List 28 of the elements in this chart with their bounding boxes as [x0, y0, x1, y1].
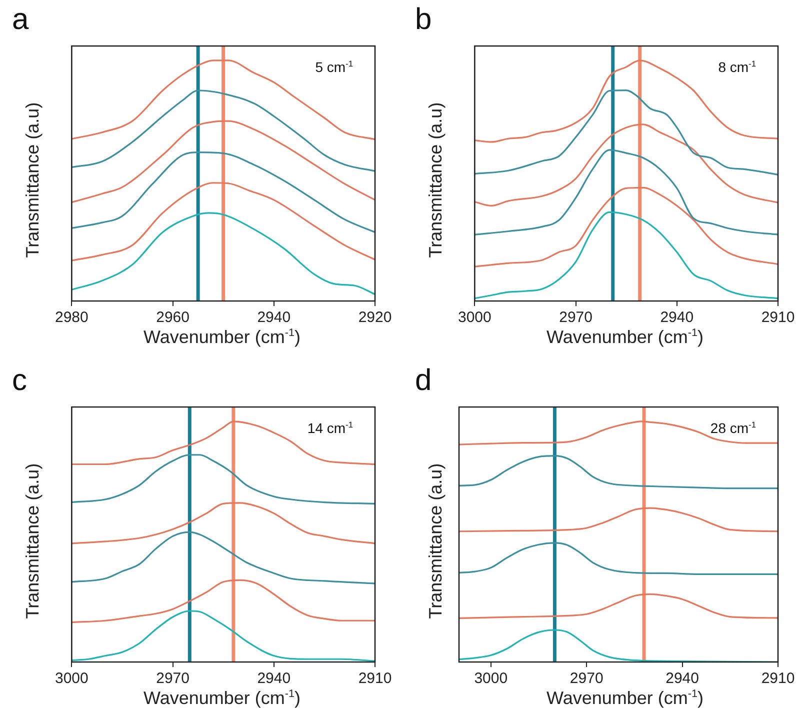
chart-title: c	[12, 363, 27, 399]
x-tick-label: 2970	[570, 670, 604, 688]
x-tick-label: 2970	[156, 670, 190, 688]
x-tick-label: 2960	[156, 309, 190, 326]
chart-title: d	[415, 363, 432, 399]
x-tick-label: 3000	[54, 670, 88, 688]
x-tick-label: 3000	[474, 670, 508, 688]
x-axis-title: Wavenumber (cm$^{-1}$)	[142, 327, 302, 348]
x-tick-label: 2910	[761, 309, 795, 326]
x-tick-label: 2910	[358, 670, 392, 688]
x-tick-label: 2940	[257, 670, 291, 688]
chart-title: a	[12, 2, 29, 38]
x-tick-label: 2920	[358, 309, 392, 326]
x-tick-label: 2970	[559, 309, 592, 326]
chart-title: b	[415, 2, 432, 38]
y-axis-title: Transmittance (a.u)	[426, 102, 446, 258]
x-axis-title: Wavenumber (cm$^{-1}$)	[546, 327, 704, 348]
x-tick-label: 2940	[666, 670, 699, 688]
x-axis-title: Wavenumber (cm$^{-1}$)	[142, 688, 302, 709]
x-tick-label: 3000	[458, 309, 492, 326]
x-tick-label: 2940	[257, 309, 291, 326]
y-axis-title: Transmittance (a.u)	[22, 463, 44, 619]
y-axis-title: Transmittance (a.u)	[22, 102, 44, 258]
x-tick-label: 2910	[761, 670, 795, 688]
x-tick-label: 2940	[660, 309, 694, 326]
x-tick-label: 2980	[54, 309, 88, 326]
x-axis-title: Wavenumber (cm$^{-1}$)	[546, 688, 704, 709]
y-axis-title: Transmittance (a.u)	[426, 463, 446, 619]
